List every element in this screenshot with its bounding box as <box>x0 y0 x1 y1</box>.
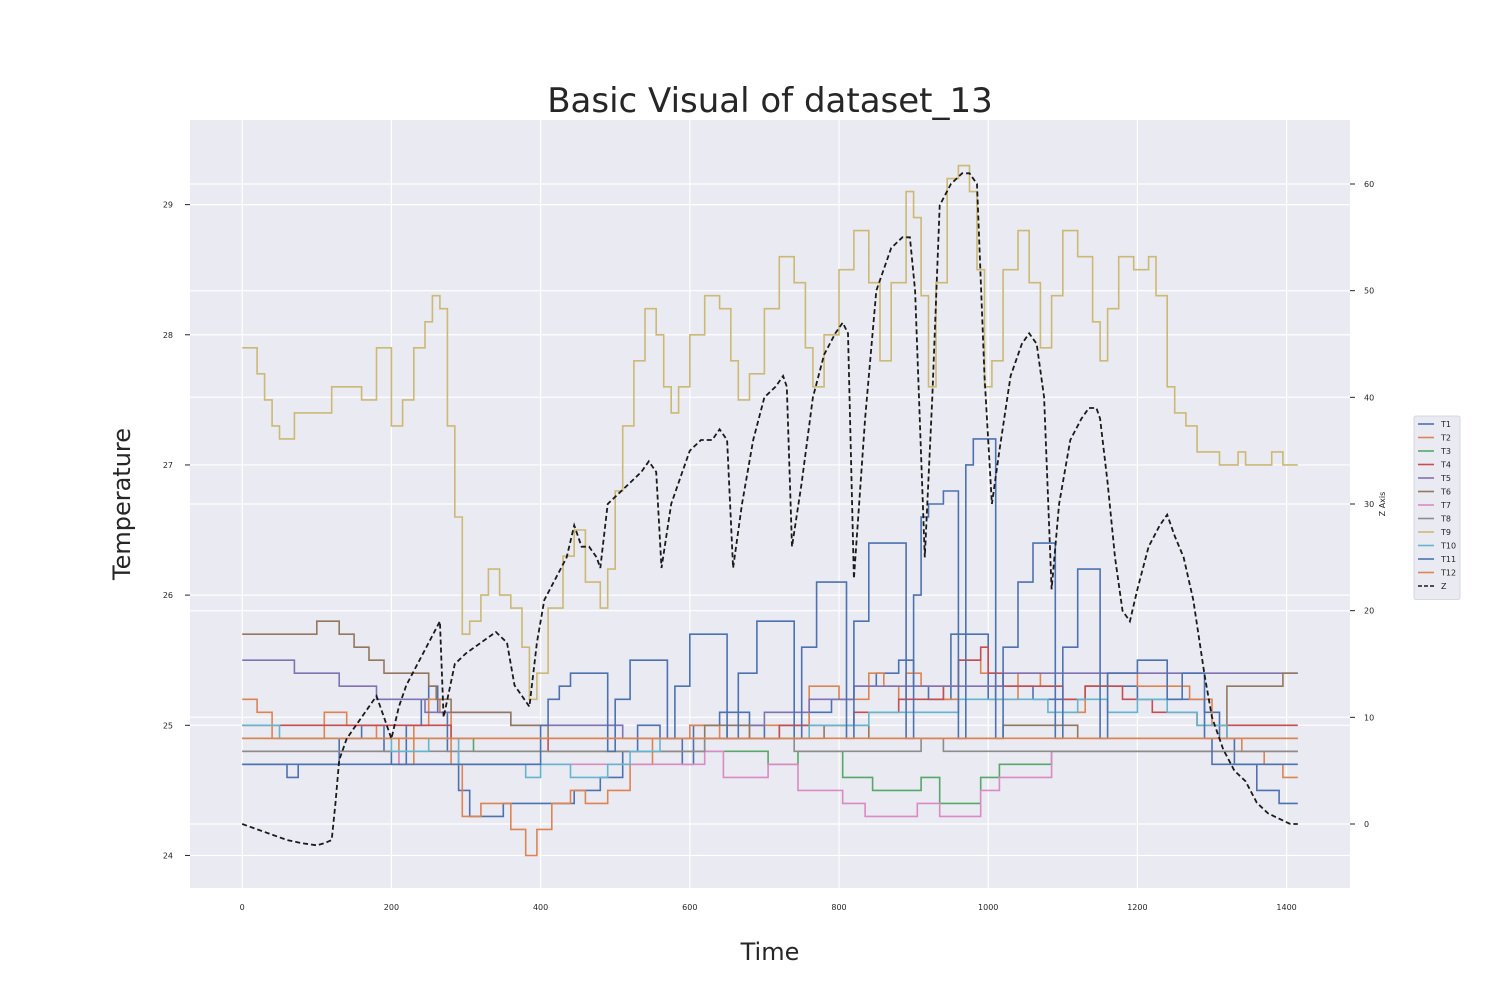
legend-label: T9 <box>1440 528 1451 537</box>
legend-label: T8 <box>1440 515 1451 524</box>
x-tick-label: 1200 <box>1127 903 1147 912</box>
legend-label: T12 <box>1440 569 1456 578</box>
y2-tick-label: 60 <box>1364 180 1374 189</box>
legend-label: T3 <box>1440 447 1451 456</box>
y-ticks: 24 25 26 27 28 29 <box>163 201 190 860</box>
y2-tick-label: 30 <box>1364 500 1374 509</box>
x-tick-label: 800 <box>831 903 846 912</box>
y-tick-label: 27 <box>163 461 173 470</box>
series-lines <box>241 164 1298 857</box>
legend-label: T6 <box>1440 488 1451 497</box>
y-tick-label: 29 <box>163 201 173 210</box>
legend-label: T10 <box>1440 542 1456 551</box>
series-line-t7 <box>242 750 1298 818</box>
legend-label: T2 <box>1440 434 1451 443</box>
y2-ticks: 0 10 20 30 40 50 60 <box>1350 180 1374 829</box>
series-line-t9 <box>242 164 1298 701</box>
x-tick-label: 1400 <box>1276 903 1296 912</box>
legend-label: T4 <box>1440 461 1451 470</box>
y-tick-label: 25 <box>163 721 173 730</box>
y-axis-label: Temperature <box>108 428 136 581</box>
legend-label: T7 <box>1440 501 1451 510</box>
legend-label: Z <box>1441 582 1447 591</box>
y-tick-label: 26 <box>163 591 173 600</box>
x-tick-label: 200 <box>384 903 399 912</box>
legend-box <box>1413 415 1461 600</box>
legend-label: T11 <box>1440 555 1456 564</box>
y2-tick-label: 0 <box>1364 820 1369 829</box>
chart-title: Basic Visual of dataset_13 <box>547 81 993 121</box>
x-tick-label: 600 <box>682 903 697 912</box>
y-tick-label: 28 <box>163 331 173 340</box>
legend: T1 T2 T3 T4 T5 T6 T7 T8 T9 T10 T11 T12 Z <box>1413 415 1461 600</box>
x-ticks: 0 200 400 600 800 1000 1200 1400 <box>240 903 1297 912</box>
x-tick-label: 1000 <box>978 903 998 912</box>
x-tick-label: 0 <box>240 903 245 912</box>
series-line-z <box>241 172 1298 847</box>
x-tick-label: 400 <box>533 903 548 912</box>
legend-label: T1 <box>1440 420 1451 429</box>
y2-axis-label: Z Axis <box>1378 492 1387 517</box>
y2-tick-label: 10 <box>1364 713 1374 722</box>
x-axis-label: Time <box>740 938 800 966</box>
y2-tick-label: 20 <box>1364 607 1374 616</box>
y2-tick-label: 50 <box>1364 287 1374 296</box>
y2-tick-label: 40 <box>1364 393 1374 402</box>
y-tick-label: 24 <box>163 851 173 860</box>
legend-label: T5 <box>1440 474 1451 483</box>
series-line-t3 <box>242 737 1298 805</box>
